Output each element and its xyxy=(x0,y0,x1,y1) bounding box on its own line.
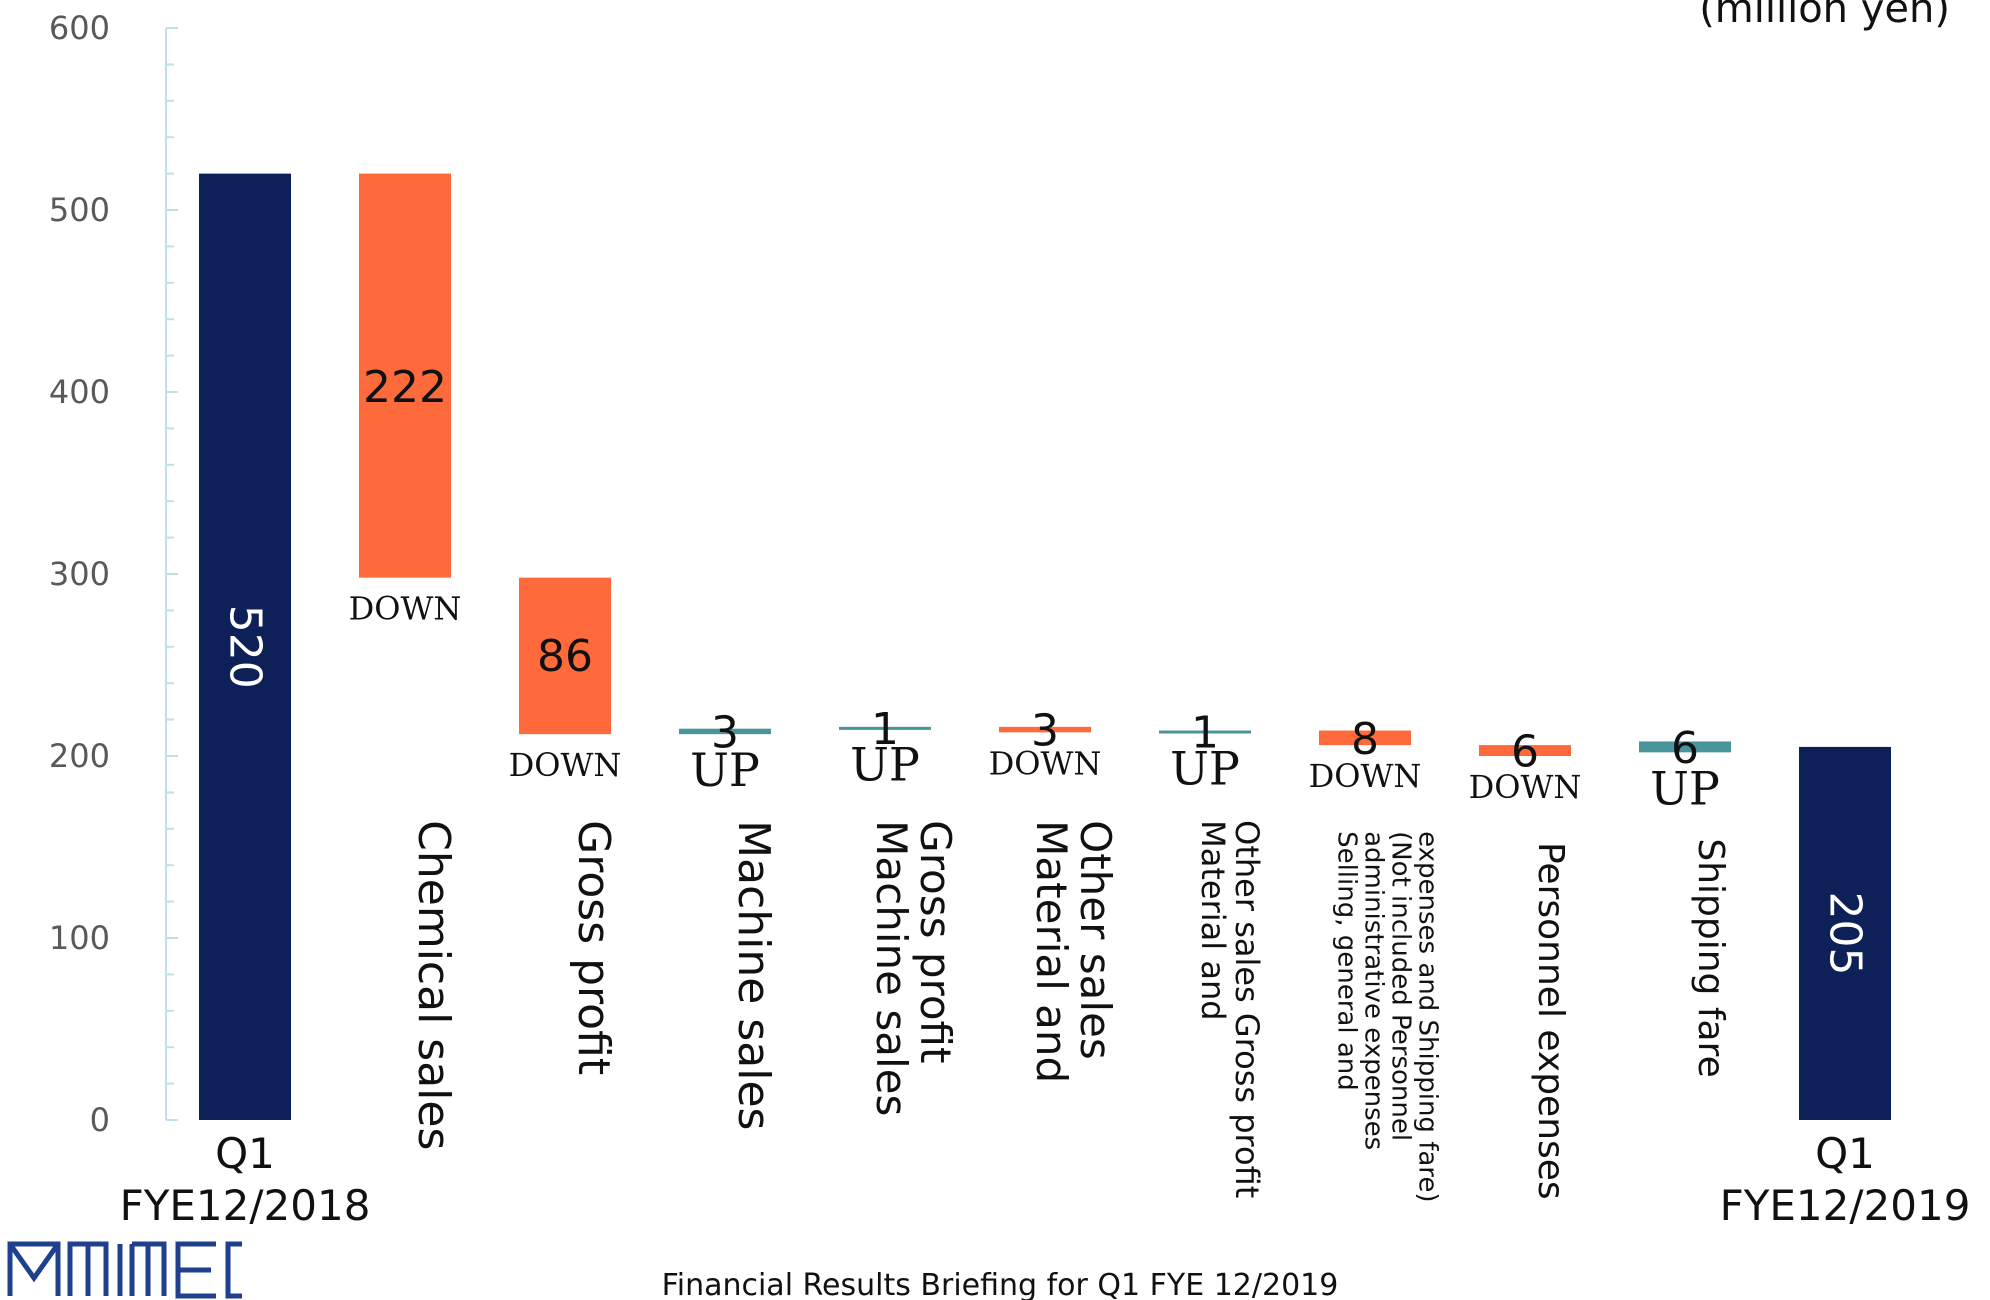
bar-7 xyxy=(1319,730,1411,746)
category-label-text: Personnel expenses xyxy=(1530,842,1571,1200)
category-label: Q1 FYE12/2019 xyxy=(1720,1129,1971,1230)
category-label-text: Selling, general andadministrative expen… xyxy=(1332,831,1443,1202)
category-label: Personnel expenses xyxy=(1530,842,1571,1200)
y-tick-label: 400 xyxy=(49,373,110,411)
direction-label: DOWN xyxy=(349,590,462,628)
unit-label: (million yen) xyxy=(1699,0,1950,32)
direction-label: UP xyxy=(690,743,760,797)
bar-6 xyxy=(1159,730,1251,734)
direction-label: UP xyxy=(1170,741,1240,795)
bar-2 xyxy=(519,577,611,735)
direction-label: DOWN xyxy=(1309,757,1422,795)
y-tick-label: 500 xyxy=(49,191,110,229)
bar-value-label: 222 xyxy=(363,362,447,413)
category-label: Material andOther sales Gross profit xyxy=(1194,820,1266,1198)
direction-label: UP xyxy=(1650,761,1720,815)
company-logo xyxy=(7,1241,242,1299)
category-label: Selling, general andadministrative expen… xyxy=(1332,831,1443,1202)
bar-value-label: 520 xyxy=(220,605,271,689)
direction-label: DOWN xyxy=(989,744,1102,782)
category-label: Material andOther sales xyxy=(1027,820,1120,1083)
category-label-text: Chemical sales xyxy=(408,820,459,1150)
direction-label: DOWN xyxy=(1469,768,1582,806)
bar-value-label: 86 xyxy=(537,631,593,682)
category-label: Chemical sales xyxy=(408,820,459,1150)
y-tick-label: 0 xyxy=(90,1101,110,1139)
bar-4 xyxy=(839,726,931,730)
category-label-text: Material andOther sales xyxy=(1027,820,1120,1083)
category-label-text: Material andOther sales Gross profit xyxy=(1194,820,1266,1198)
category-label-text: Gross profit xyxy=(568,820,619,1075)
bar-value-label: 8 xyxy=(1351,714,1379,765)
category-label-text: Machine salesGross profit xyxy=(867,820,960,1116)
category-label-text: Shipping fare xyxy=(1690,838,1731,1077)
direction-label: UP xyxy=(850,738,920,792)
category-label: Machine sales xyxy=(728,820,779,1130)
category-label: Shipping fare xyxy=(1690,838,1731,1077)
bar-9 xyxy=(1639,741,1731,753)
direction-label: DOWN xyxy=(509,746,622,784)
y-tick-label: 200 xyxy=(49,737,110,775)
bar-value-label: 6 xyxy=(1511,727,1539,778)
bar-value-label: 6 xyxy=(1671,723,1699,774)
bar-value-label: 3 xyxy=(711,707,739,758)
y-axis: 0 100 200 300 400 500 600 xyxy=(49,9,178,1139)
bars xyxy=(199,173,1891,1121)
category-label: Gross profit xyxy=(568,820,619,1075)
bar-value-label: 1 xyxy=(871,704,899,755)
y-tick-label: 100 xyxy=(49,919,110,957)
bar-value-label: 205 xyxy=(1820,891,1871,975)
bar-5 xyxy=(999,726,1091,733)
category-label: Q1 FYE12/2018 xyxy=(120,1129,371,1230)
bar-value-label: 1 xyxy=(1191,707,1219,758)
bar-10 xyxy=(1799,746,1891,1120)
footer-text: Financial Results Briefing for Q1 FYE 12… xyxy=(662,1268,1339,1300)
y-tick-label: 600 xyxy=(49,9,110,47)
category-label-text: Machine sales xyxy=(728,820,779,1130)
category-label: Machine salesGross profit xyxy=(867,820,960,1116)
bar-1 xyxy=(359,173,451,578)
bar-8 xyxy=(1479,745,1571,756)
bar-3 xyxy=(679,728,771,735)
y-tick-label: 300 xyxy=(49,555,110,593)
bar-0 xyxy=(199,173,291,1121)
bar-value-label: 3 xyxy=(1031,706,1059,757)
